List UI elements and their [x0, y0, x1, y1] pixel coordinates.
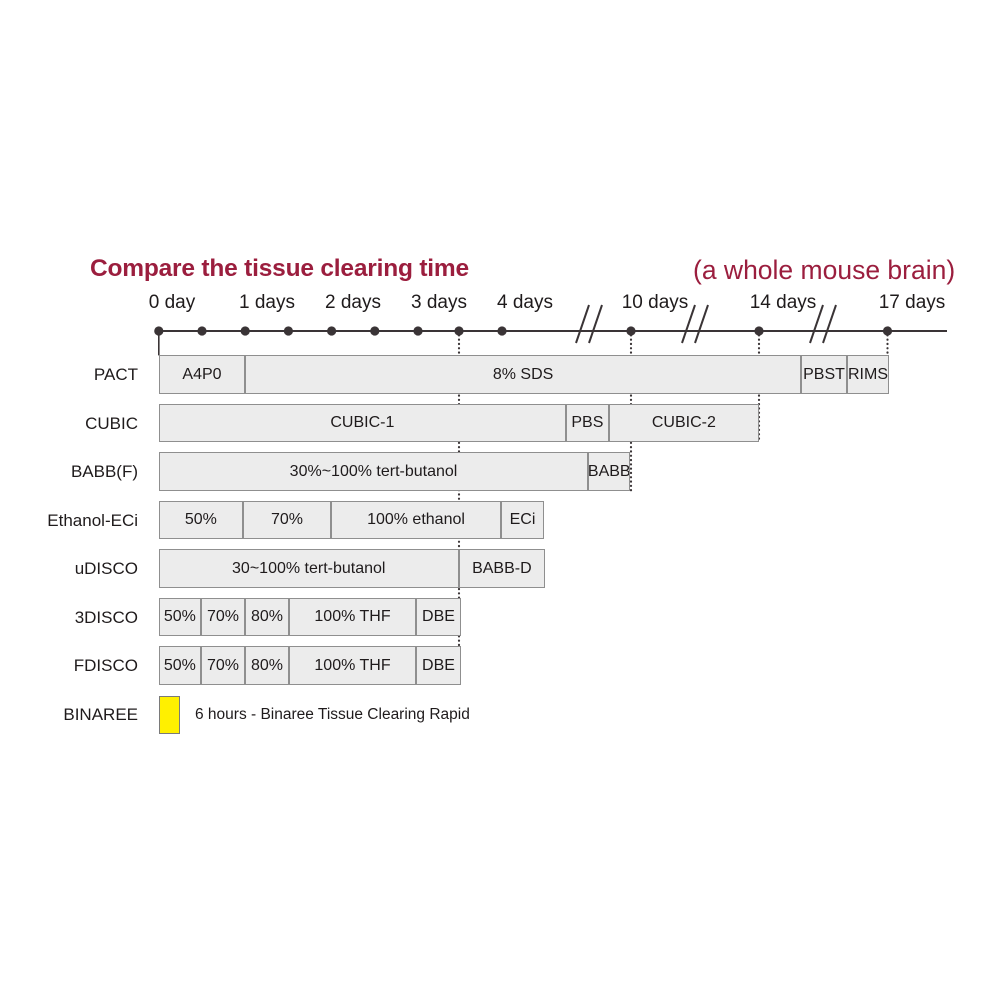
svg-text:4 days: 4 days — [497, 292, 553, 313]
svg-text:3 days: 3 days — [411, 292, 467, 313]
svg-text:2 days: 2 days — [325, 292, 381, 313]
svg-text:0 day: 0 day — [149, 292, 196, 313]
svg-text:17 days: 17 days — [879, 292, 946, 313]
svg-text:1 days: 1 days — [239, 292, 295, 313]
svg-text:10 days: 10 days — [622, 292, 689, 313]
svg-text:14 days: 14 days — [750, 292, 817, 313]
